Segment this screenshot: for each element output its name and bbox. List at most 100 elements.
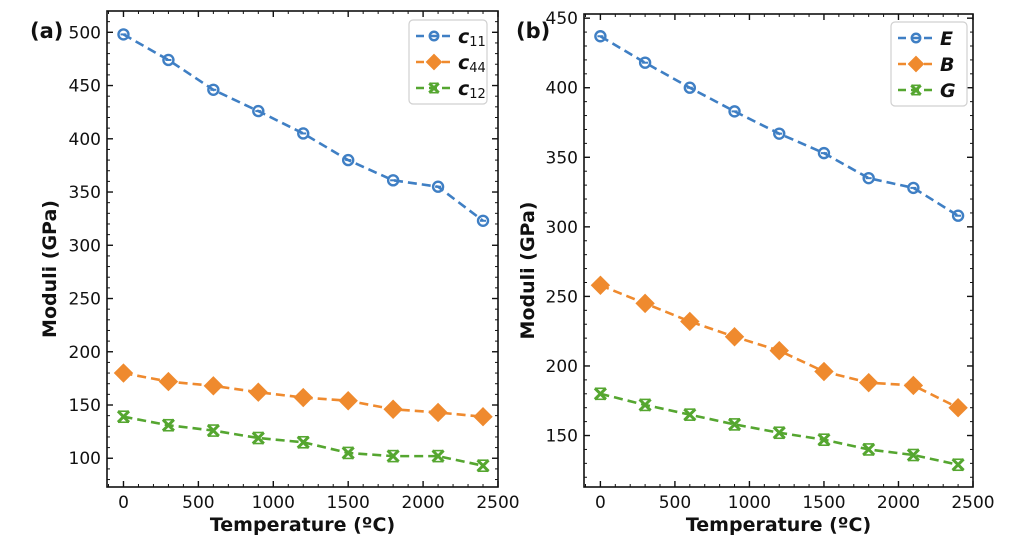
data-point-c44 bbox=[113, 363, 134, 383]
data-point-B bbox=[903, 375, 924, 396]
data-point-G bbox=[683, 408, 697, 422]
data-point-E bbox=[951, 209, 965, 222]
x-tick-label: 1000 bbox=[252, 493, 295, 513]
data-point-c11 bbox=[252, 104, 265, 118]
data-point-c11-ring bbox=[297, 127, 310, 140]
y-tick-label: 200 bbox=[546, 357, 578, 377]
data-point-c12 bbox=[251, 431, 265, 445]
data-point-c12-b bbox=[206, 424, 220, 438]
data-point-E bbox=[907, 181, 920, 195]
legend-label-main: c bbox=[458, 78, 470, 100]
data-point-E bbox=[594, 30, 607, 43]
y-tick-label: 200 bbox=[69, 343, 101, 363]
data-point-B bbox=[814, 361, 834, 382]
data-point-G bbox=[817, 433, 831, 447]
x-tick-label: 500 bbox=[659, 493, 691, 513]
data-point-c12-b bbox=[116, 410, 131, 424]
data-point-c12 bbox=[341, 446, 355, 460]
data-point-c11-ring bbox=[386, 174, 400, 187]
data-point-c11-ring bbox=[431, 180, 445, 193]
legend-label-main: c bbox=[458, 26, 470, 48]
data-point-G-b bbox=[862, 442, 876, 456]
legend-label: c12 bbox=[458, 78, 486, 102]
panel-label: (a) bbox=[30, 19, 63, 43]
y-axis-label: Moduli (GPa) bbox=[517, 202, 539, 340]
y-tick-label: 450 bbox=[546, 9, 578, 29]
data-point-B bbox=[680, 311, 700, 332]
x-tick-label: 0 bbox=[118, 493, 129, 513]
data-point-G bbox=[593, 387, 607, 401]
x-tick-label: 500 bbox=[182, 493, 214, 513]
legend-marker bbox=[425, 53, 443, 71]
data-point-B bbox=[858, 372, 879, 393]
legend-marker-b bbox=[910, 84, 922, 96]
x-tick-label: 2500 bbox=[476, 493, 519, 513]
data-point-c12 bbox=[476, 459, 490, 473]
x-tick-label: 1500 bbox=[327, 493, 370, 513]
data-point-E bbox=[817, 146, 831, 160]
legend-label-subscript: 11 bbox=[469, 35, 486, 50]
legend-entry-B: B bbox=[898, 54, 954, 76]
data-point-c12 bbox=[206, 424, 220, 438]
y-tick-label: 150 bbox=[546, 427, 578, 447]
legend-entry-c11: c11 bbox=[416, 26, 486, 50]
data-point-c11 bbox=[297, 127, 310, 140]
series-G bbox=[593, 387, 965, 472]
legend-entry-E: E bbox=[898, 28, 953, 50]
legend-label-main: B bbox=[940, 54, 954, 76]
data-point-E-ring bbox=[817, 146, 831, 160]
data-point-G bbox=[638, 398, 652, 412]
data-point-c12 bbox=[161, 418, 175, 432]
y-tick-label: 250 bbox=[69, 290, 101, 310]
legend-marker-ring bbox=[428, 30, 440, 42]
y-tick-label: 500 bbox=[69, 23, 101, 43]
y-tick-label: 250 bbox=[546, 287, 578, 307]
data-point-c11-ring bbox=[252, 104, 265, 118]
series-B bbox=[590, 275, 968, 418]
series-line-c44 bbox=[123, 371, 484, 419]
data-point-B bbox=[635, 293, 655, 314]
legend-entry-G: G bbox=[898, 80, 956, 102]
data-point-E-ring bbox=[907, 181, 920, 195]
legend-marker-ring bbox=[910, 32, 922, 44]
legend-entry-c12: c12 bbox=[416, 78, 486, 102]
legend-label-subscript: 44 bbox=[469, 61, 486, 76]
legend-label-subscript: 12 bbox=[469, 87, 486, 102]
series-c11 bbox=[117, 28, 490, 227]
legend-label: G bbox=[940, 80, 956, 102]
data-point-c11 bbox=[162, 53, 175, 67]
data-point-G-b bbox=[727, 417, 742, 431]
legend-marker bbox=[907, 55, 925, 73]
data-point-c11-ring bbox=[117, 28, 130, 41]
series-line-c11 bbox=[122, 33, 484, 222]
data-point-c44 bbox=[428, 402, 448, 423]
legend-label-main: c bbox=[458, 52, 470, 74]
data-point-E-ring bbox=[862, 171, 875, 185]
data-point-c12-b bbox=[341, 446, 355, 460]
x-tick-label: 1500 bbox=[802, 493, 845, 513]
data-point-c12-b bbox=[431, 449, 445, 463]
y-tick-label: 150 bbox=[69, 396, 101, 416]
data-point-c12 bbox=[386, 449, 400, 463]
data-point-G-b bbox=[772, 426, 786, 440]
data-point-c44 bbox=[203, 376, 224, 396]
data-point-c11-ring bbox=[476, 214, 490, 227]
axes-frame bbox=[106, 10, 499, 488]
data-point-c12 bbox=[296, 435, 310, 449]
data-point-E bbox=[862, 171, 875, 185]
data-point-c44 bbox=[338, 391, 358, 411]
data-point-c12-b bbox=[296, 435, 310, 449]
data-point-E bbox=[683, 81, 697, 94]
data-point-c12-b bbox=[251, 431, 265, 445]
y-tick-label: 350 bbox=[546, 148, 578, 168]
legend-entry-c44: c44 bbox=[416, 52, 486, 76]
data-point-E bbox=[728, 105, 741, 118]
data-point-c11 bbox=[386, 174, 400, 187]
data-point-E-ring bbox=[728, 105, 741, 118]
data-point-B bbox=[769, 340, 789, 361]
data-point-c12-b bbox=[476, 459, 490, 473]
series-E bbox=[594, 30, 965, 222]
data-point-G-b bbox=[906, 448, 920, 462]
legend-marker bbox=[428, 82, 440, 94]
